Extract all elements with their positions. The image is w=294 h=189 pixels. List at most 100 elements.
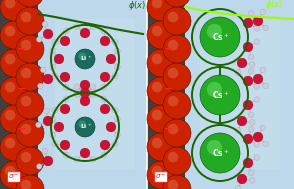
Circle shape bbox=[43, 156, 53, 166]
Circle shape bbox=[115, 48, 120, 54]
Circle shape bbox=[163, 63, 191, 91]
Circle shape bbox=[152, 0, 162, 8]
Circle shape bbox=[64, 96, 69, 102]
Circle shape bbox=[249, 178, 255, 183]
Circle shape bbox=[235, 186, 241, 189]
Circle shape bbox=[260, 125, 266, 131]
Circle shape bbox=[90, 84, 96, 89]
Circle shape bbox=[16, 0, 44, 7]
Circle shape bbox=[80, 96, 90, 106]
FancyBboxPatch shape bbox=[200, 19, 280, 169]
Circle shape bbox=[152, 110, 162, 120]
Circle shape bbox=[163, 35, 191, 63]
Circle shape bbox=[100, 36, 110, 46]
Circle shape bbox=[243, 42, 253, 52]
Circle shape bbox=[80, 88, 90, 98]
Circle shape bbox=[0, 161, 28, 189]
Circle shape bbox=[147, 49, 175, 77]
Circle shape bbox=[21, 68, 31, 78]
Circle shape bbox=[5, 0, 15, 8]
Circle shape bbox=[40, 67, 46, 73]
Circle shape bbox=[60, 72, 70, 82]
Circle shape bbox=[152, 166, 162, 176]
Circle shape bbox=[152, 54, 162, 64]
Circle shape bbox=[112, 107, 118, 113]
Circle shape bbox=[260, 67, 266, 73]
Circle shape bbox=[248, 170, 254, 176]
Circle shape bbox=[248, 10, 254, 16]
Text: −: − bbox=[164, 84, 174, 94]
Circle shape bbox=[163, 119, 191, 147]
Circle shape bbox=[200, 133, 240, 173]
Circle shape bbox=[253, 16, 263, 26]
Circle shape bbox=[243, 76, 253, 86]
Circle shape bbox=[254, 97, 260, 102]
Circle shape bbox=[16, 63, 44, 91]
Circle shape bbox=[200, 17, 240, 57]
Circle shape bbox=[21, 12, 31, 22]
Circle shape bbox=[16, 35, 44, 63]
Circle shape bbox=[152, 26, 162, 36]
Circle shape bbox=[21, 152, 31, 162]
Circle shape bbox=[112, 141, 118, 147]
Circle shape bbox=[21, 124, 31, 134]
Circle shape bbox=[248, 68, 254, 74]
Circle shape bbox=[237, 174, 247, 184]
Circle shape bbox=[52, 73, 58, 79]
Circle shape bbox=[101, 152, 107, 158]
Circle shape bbox=[254, 155, 260, 160]
Circle shape bbox=[16, 91, 44, 119]
Circle shape bbox=[163, 7, 191, 35]
Circle shape bbox=[42, 148, 48, 154]
Circle shape bbox=[16, 119, 44, 147]
Circle shape bbox=[43, 74, 53, 84]
Circle shape bbox=[16, 175, 44, 189]
Circle shape bbox=[243, 100, 253, 110]
Circle shape bbox=[147, 0, 175, 21]
Circle shape bbox=[106, 54, 116, 64]
Circle shape bbox=[74, 92, 80, 98]
Circle shape bbox=[5, 82, 15, 92]
Circle shape bbox=[147, 133, 175, 161]
Circle shape bbox=[260, 9, 266, 15]
Text: −: − bbox=[164, 44, 174, 54]
Circle shape bbox=[237, 58, 247, 68]
Text: $\phi(x)$: $\phi(x)$ bbox=[265, 0, 283, 11]
Circle shape bbox=[253, 74, 263, 84]
Circle shape bbox=[249, 62, 255, 67]
Circle shape bbox=[16, 7, 44, 35]
Circle shape bbox=[36, 164, 42, 169]
Circle shape bbox=[115, 116, 120, 122]
Circle shape bbox=[100, 72, 110, 82]
Circle shape bbox=[207, 24, 222, 39]
Text: −: − bbox=[17, 84, 27, 94]
Circle shape bbox=[254, 84, 260, 89]
Circle shape bbox=[243, 158, 253, 168]
Circle shape bbox=[147, 77, 175, 105]
FancyBboxPatch shape bbox=[185, 0, 294, 189]
Circle shape bbox=[101, 28, 107, 34]
Circle shape bbox=[90, 156, 96, 162]
Text: $\sigma^-$: $\sigma^-$ bbox=[155, 173, 167, 181]
Circle shape bbox=[163, 147, 191, 175]
Circle shape bbox=[74, 156, 80, 162]
Circle shape bbox=[74, 88, 80, 94]
Circle shape bbox=[60, 36, 70, 46]
Text: Li$^+$: Li$^+$ bbox=[80, 122, 92, 132]
Circle shape bbox=[168, 180, 178, 189]
Circle shape bbox=[60, 104, 70, 114]
Circle shape bbox=[60, 140, 70, 150]
Text: $\phi(x)$: $\phi(x)$ bbox=[128, 0, 146, 12]
Circle shape bbox=[5, 54, 15, 64]
Circle shape bbox=[5, 166, 15, 176]
Circle shape bbox=[100, 140, 110, 150]
Circle shape bbox=[80, 148, 90, 158]
Circle shape bbox=[248, 126, 254, 132]
Circle shape bbox=[163, 175, 191, 189]
Circle shape bbox=[168, 124, 178, 134]
Circle shape bbox=[106, 122, 116, 132]
Circle shape bbox=[5, 110, 15, 120]
Circle shape bbox=[263, 25, 268, 31]
Circle shape bbox=[152, 138, 162, 148]
Circle shape bbox=[44, 108, 49, 114]
